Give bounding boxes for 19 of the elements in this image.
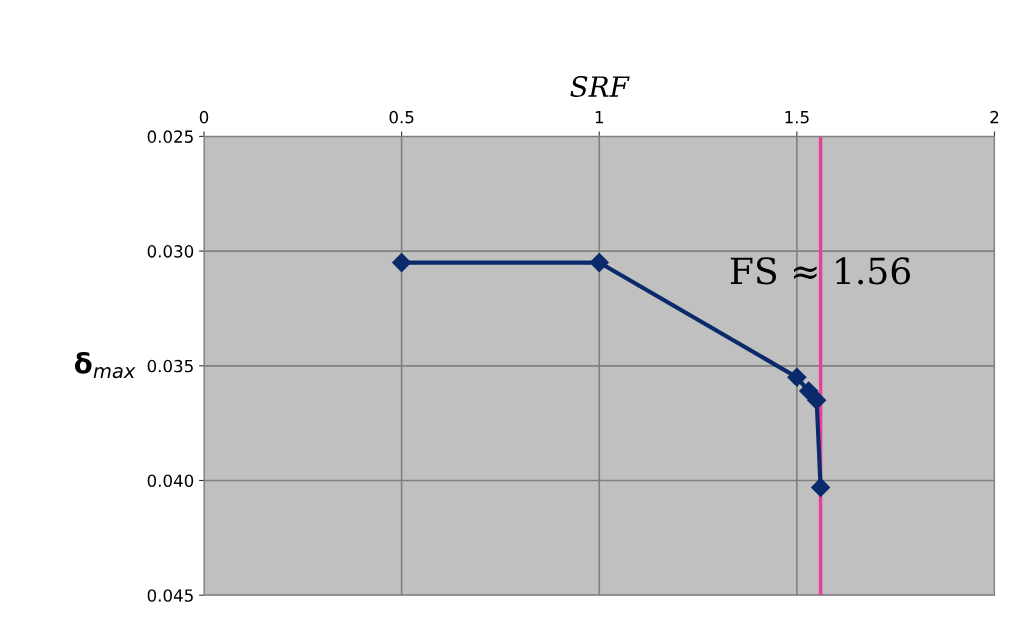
x-tick-label: 2 — [990, 110, 999, 124]
point — [392, 253, 412, 273]
y-axis-title: δ$_{max}$ — [74, 352, 136, 379]
y-tick-label: 0.040 — [147, 474, 194, 488]
y-tick-label: 0.035 — [147, 359, 193, 373]
point — [589, 253, 609, 273]
x-tick-label: 0.5 — [389, 110, 414, 124]
x-tick-label: 0 — [199, 110, 209, 124]
y-tick-label: 0.025 — [147, 130, 193, 143]
x-tick-label: 1.5 — [785, 111, 809, 124]
x-axis-title: SRF — [570, 76, 630, 98]
y-tick-label: 0.045 — [147, 589, 193, 602]
y-tick-label: 0.030 — [147, 245, 194, 258]
x-tick-label: 1 — [595, 111, 604, 124]
ref-line-label: FS ≈ 1.56 — [730, 257, 911, 285]
point — [799, 381, 819, 401]
point — [787, 367, 807, 387]
point — [811, 477, 831, 497]
point — [807, 390, 827, 410]
